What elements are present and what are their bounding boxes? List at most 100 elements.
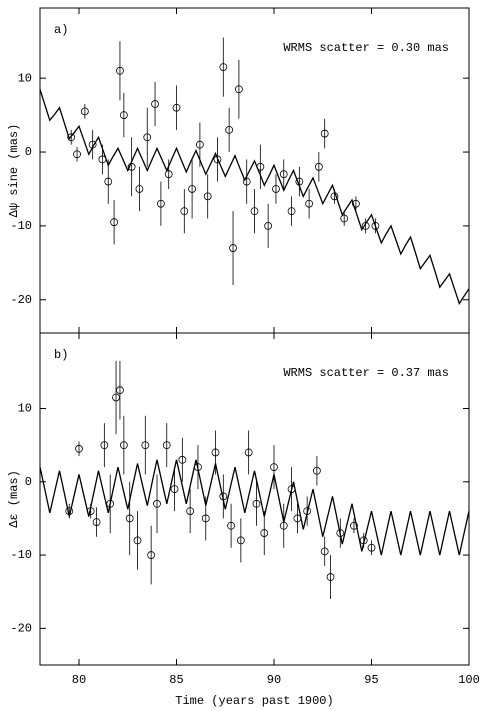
observation bbox=[351, 199, 360, 208]
observation bbox=[229, 244, 237, 252]
observation bbox=[203, 192, 212, 201]
model-line bbox=[39, 459, 470, 556]
panel-label: a) bbox=[54, 23, 68, 37]
observation bbox=[287, 207, 296, 216]
observation bbox=[86, 507, 95, 515]
x-tick-label: 100 bbox=[458, 673, 480, 687]
observation bbox=[264, 221, 273, 230]
observation bbox=[116, 66, 124, 75]
plot-frame bbox=[39, 332, 470, 666]
plot-frame bbox=[39, 7, 470, 334]
observation bbox=[104, 177, 113, 186]
observation bbox=[279, 521, 288, 530]
observation bbox=[110, 218, 118, 227]
observation bbox=[65, 507, 74, 515]
x-tick-label: 90 bbox=[267, 673, 281, 687]
panel-label: b) bbox=[54, 348, 68, 362]
observation bbox=[367, 543, 376, 552]
observation bbox=[106, 499, 115, 508]
y-tick-label: 10 bbox=[18, 402, 32, 416]
observation bbox=[314, 162, 323, 171]
observation bbox=[250, 207, 259, 216]
observation bbox=[359, 536, 368, 545]
y-tick-label: 0 bbox=[25, 475, 32, 489]
observation bbox=[242, 177, 251, 186]
x-axis-label: Time (years past 1900) bbox=[175, 694, 333, 708]
observation bbox=[164, 170, 173, 179]
y-axis-label: Δψ sine (mas) bbox=[7, 124, 21, 218]
observation bbox=[270, 463, 278, 472]
observation bbox=[244, 448, 253, 457]
observation bbox=[303, 507, 312, 515]
observation bbox=[75, 444, 83, 453]
observation bbox=[92, 518, 101, 526]
observation bbox=[227, 521, 236, 530]
observation bbox=[180, 207, 189, 216]
observation bbox=[80, 107, 89, 116]
observation bbox=[143, 133, 152, 142]
y-tick-label: -20 bbox=[10, 293, 32, 307]
observation bbox=[295, 177, 304, 186]
observation bbox=[73, 150, 81, 159]
observation bbox=[125, 514, 134, 523]
observation bbox=[350, 521, 358, 530]
observation bbox=[320, 129, 329, 138]
observation bbox=[133, 536, 142, 545]
observation bbox=[213, 155, 222, 164]
observation bbox=[88, 140, 97, 149]
observation bbox=[178, 455, 187, 464]
observation bbox=[153, 499, 161, 508]
observation bbox=[172, 103, 181, 112]
y-tick-label: -20 bbox=[10, 622, 32, 636]
observation bbox=[211, 448, 220, 457]
observation bbox=[116, 386, 124, 395]
observation bbox=[326, 573, 335, 581]
x-tick-label: 80 bbox=[72, 673, 86, 687]
observation bbox=[320, 547, 329, 556]
observation bbox=[119, 441, 128, 450]
observation bbox=[361, 221, 370, 230]
observation bbox=[195, 140, 204, 149]
observation bbox=[236, 536, 245, 545]
observation bbox=[225, 125, 234, 134]
model-line bbox=[39, 89, 470, 305]
observation bbox=[293, 514, 302, 523]
observation bbox=[330, 192, 339, 201]
observation bbox=[151, 100, 159, 108]
observation bbox=[371, 221, 380, 230]
observation bbox=[256, 162, 265, 171]
observation bbox=[67, 133, 76, 142]
observation bbox=[219, 63, 228, 71]
annotation: WRMS scatter = 0.37 mas bbox=[283, 366, 449, 380]
observation bbox=[201, 514, 210, 523]
annotation: WRMS scatter = 0.30 mas bbox=[283, 41, 449, 55]
observation bbox=[141, 441, 150, 450]
observation bbox=[336, 529, 345, 537]
observation bbox=[170, 485, 179, 494]
observation bbox=[156, 199, 165, 208]
x-tick-label: 95 bbox=[364, 673, 378, 687]
observation bbox=[100, 441, 109, 450]
observation bbox=[272, 185, 280, 193]
observation bbox=[135, 185, 144, 193]
observation bbox=[194, 463, 202, 472]
observation bbox=[287, 485, 296, 494]
observation bbox=[98, 155, 107, 164]
y-tick-label: -10 bbox=[10, 548, 32, 562]
observation bbox=[188, 185, 197, 193]
observation bbox=[162, 441, 171, 450]
y-tick-label: 0 bbox=[25, 145, 32, 159]
observation bbox=[234, 85, 243, 94]
observation bbox=[260, 529, 269, 537]
observation bbox=[219, 492, 228, 501]
observation bbox=[127, 162, 136, 171]
observation bbox=[305, 199, 314, 208]
observation bbox=[340, 214, 349, 223]
observation bbox=[312, 466, 321, 475]
y-axis-label: Δε (mas) bbox=[7, 470, 21, 528]
observation bbox=[186, 507, 195, 515]
observation bbox=[279, 170, 288, 179]
x-tick-label: 85 bbox=[169, 673, 183, 687]
observation bbox=[252, 499, 261, 508]
